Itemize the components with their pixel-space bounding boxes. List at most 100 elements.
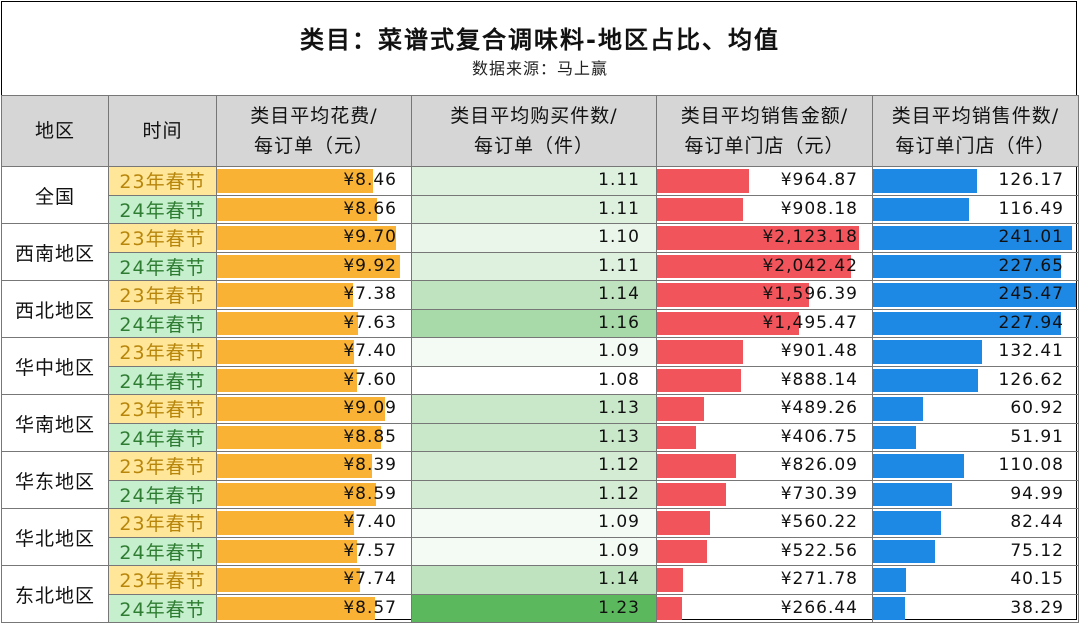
avg-units-bar (873, 425, 916, 449)
avg-units-label: 245.47 (998, 284, 1064, 305)
avg-units-cell: 94.99 (872, 479, 1079, 509)
avg-sales-label: ¥266.44 (780, 597, 858, 618)
avg-units-cell: 75.12 (872, 536, 1079, 566)
avg-spend-label: ¥8.46 (343, 170, 397, 191)
period-label: 24年春节 (108, 479, 217, 509)
avg-qty-cell: 1.23 (411, 593, 657, 623)
avg-units-label: 241.01 (998, 227, 1064, 248)
avg-spend-label: ¥8.59 (343, 483, 397, 504)
table-row: 全国 23年春节 ¥8.46 1.11 ¥964.87 126.17 (1, 166, 1079, 224)
avg-units-cell: 132.41 (872, 337, 1079, 367)
avg-spend-label: ¥7.38 (343, 284, 397, 305)
avg-units-bar (873, 254, 1062, 278)
avg-sales-label: ¥888.14 (780, 369, 858, 390)
avg-sales-label: ¥730.39 (780, 483, 858, 504)
avg-units-bar (873, 482, 952, 506)
avg-sales-label: ¥560.22 (780, 512, 858, 533)
avg-spend-cell: ¥8.57 (216, 593, 412, 623)
header-avg-qty-line2: 每订单（件） (473, 135, 594, 157)
chart-title: 类目：菜谱式复合调味料-地区占比、均值 (300, 26, 780, 54)
avg-spend-label: ¥7.63 (343, 312, 397, 333)
avg-spend-bar (217, 169, 374, 193)
avg-units-label: 40.15 (1010, 569, 1064, 590)
avg-spend-bar (217, 596, 376, 620)
avg-qty-label: 1.09 (598, 540, 640, 561)
table-row: 24年春节 ¥8.57 1.23 ¥266.44 38.29 (2, 593, 1079, 623)
avg-qty-cell: 1.08 (411, 365, 657, 395)
avg-units-label: 116.49 (998, 198, 1064, 219)
avg-qty-label: 1.08 (598, 369, 640, 390)
avg-units-label: 227.94 (998, 312, 1064, 333)
avg-units-bar (873, 397, 924, 421)
avg-sales-bar (657, 169, 749, 193)
avg-units-cell: 227.65 (872, 251, 1079, 281)
avg-spend-label: ¥9.09 (343, 398, 397, 419)
avg-qty-label: 1.13 (598, 398, 640, 419)
avg-spend-cell: ¥7.40 (216, 508, 412, 538)
avg-units-bar (873, 596, 905, 620)
table-row: 东北地区 23年春节 ¥7.74 1.14 ¥271.78 40.15 (1, 565, 1079, 623)
avg-spend-cell: ¥9.09 (216, 394, 412, 424)
avg-units-cell: 82.44 (872, 508, 1079, 538)
avg-units-cell: 126.62 (872, 365, 1079, 395)
avg-spend-bar (217, 425, 381, 449)
avg-qty-cell: 1.13 (411, 422, 657, 452)
avg-sales-bar (657, 254, 852, 278)
avg-spend-label: ¥7.57 (343, 540, 397, 561)
avg-spend-bar (217, 254, 401, 278)
period-label: 23年春节 (108, 337, 217, 367)
avg-spend-label: ¥9.92 (343, 255, 397, 276)
avg-units-label: 110.08 (998, 455, 1064, 476)
avg-sales-bar (657, 482, 727, 506)
avg-sales-label: ¥2,123.18 (762, 227, 858, 248)
avg-units-bar (873, 283, 1076, 307)
avg-units-bar (873, 568, 907, 592)
avg-qty-label: 1.13 (598, 426, 640, 447)
avg-sales-bar (657, 539, 707, 563)
period-label: 24年春节 (108, 422, 217, 452)
avg-sales-cell: ¥266.44 (656, 593, 873, 623)
avg-sales-cell: ¥730.39 (656, 479, 873, 509)
avg-spend-label: ¥7.60 (343, 369, 397, 390)
avg-qty-cell: 1.09 (411, 536, 657, 566)
avg-sales-cell: ¥489.26 (656, 394, 873, 424)
period-label: 23年春节 (108, 280, 217, 310)
avg-units-label: 126.62 (998, 369, 1064, 390)
avg-spend-bar (217, 197, 377, 221)
table-row: 华北地区 23年春节 ¥7.40 1.09 ¥560.22 82.44 (1, 508, 1079, 566)
avg-sales-label: ¥271.78 (780, 569, 858, 590)
avg-qty-label: 1.23 (598, 597, 640, 618)
avg-units-cell: 38.29 (872, 593, 1079, 623)
avg-qty-label: 1.16 (598, 312, 640, 333)
avg-qty-label: 1.09 (598, 341, 640, 362)
table-row: 24年春节 ¥8.85 1.13 ¥406.75 51.91 (2, 422, 1079, 452)
table-body: 全国 23年春节 ¥8.46 1.11 ¥964.87 126.17 24年春节 ¥8.66 1… (1, 166, 1079, 623)
avg-sales-cell: ¥1,495.47 (656, 308, 873, 338)
header-avg-units-line1: 类目平均销售件数/ (891, 105, 1060, 127)
region-name: 东北地区 (1, 565, 109, 623)
avg-spend-cell: ¥7.38 (216, 280, 412, 310)
table-row: 24年春节 ¥7.60 1.08 ¥888.14 126.62 (2, 365, 1079, 395)
period-label: 24年春节 (108, 194, 217, 224)
avg-units-cell: 241.01 (872, 223, 1079, 253)
avg-units-cell: 60.92 (872, 394, 1079, 424)
table-row: 华中地区 23年春节 ¥7.40 1.09 ¥901.48 132.41 (1, 337, 1079, 395)
avg-spend-cell: ¥8.46 (216, 166, 412, 196)
avg-units-label: 38.29 (1010, 597, 1064, 618)
header-avg-sales: 类目平均销售金额/每订单门店（元） (656, 95, 873, 167)
header-avg-qty: 类目平均购买件数/每订单（件） (411, 95, 657, 167)
avg-spend-bar (217, 454, 372, 478)
avg-sales-label: ¥901.48 (780, 341, 858, 362)
avg-qty-cell: 1.14 (411, 280, 657, 310)
region-name: 全国 (1, 166, 109, 224)
avg-units-bar (873, 169, 978, 193)
avg-spend-label: ¥8.57 (343, 597, 397, 618)
table-row: 西南地区 23年春节 ¥9.70 1.10 ¥2,123.18 241.01 (1, 223, 1079, 281)
table-row: 24年春节 ¥8.59 1.12 ¥730.39 94.99 (2, 479, 1079, 509)
period-label: 24年春节 (108, 308, 217, 338)
avg-spend-bar (217, 397, 385, 421)
avg-spend-label: ¥8.66 (343, 198, 397, 219)
avg-units-bar (873, 226, 1073, 250)
avg-units-bar (873, 511, 942, 535)
chart-subtitle: 数据来源：马上赢 (471, 59, 608, 78)
